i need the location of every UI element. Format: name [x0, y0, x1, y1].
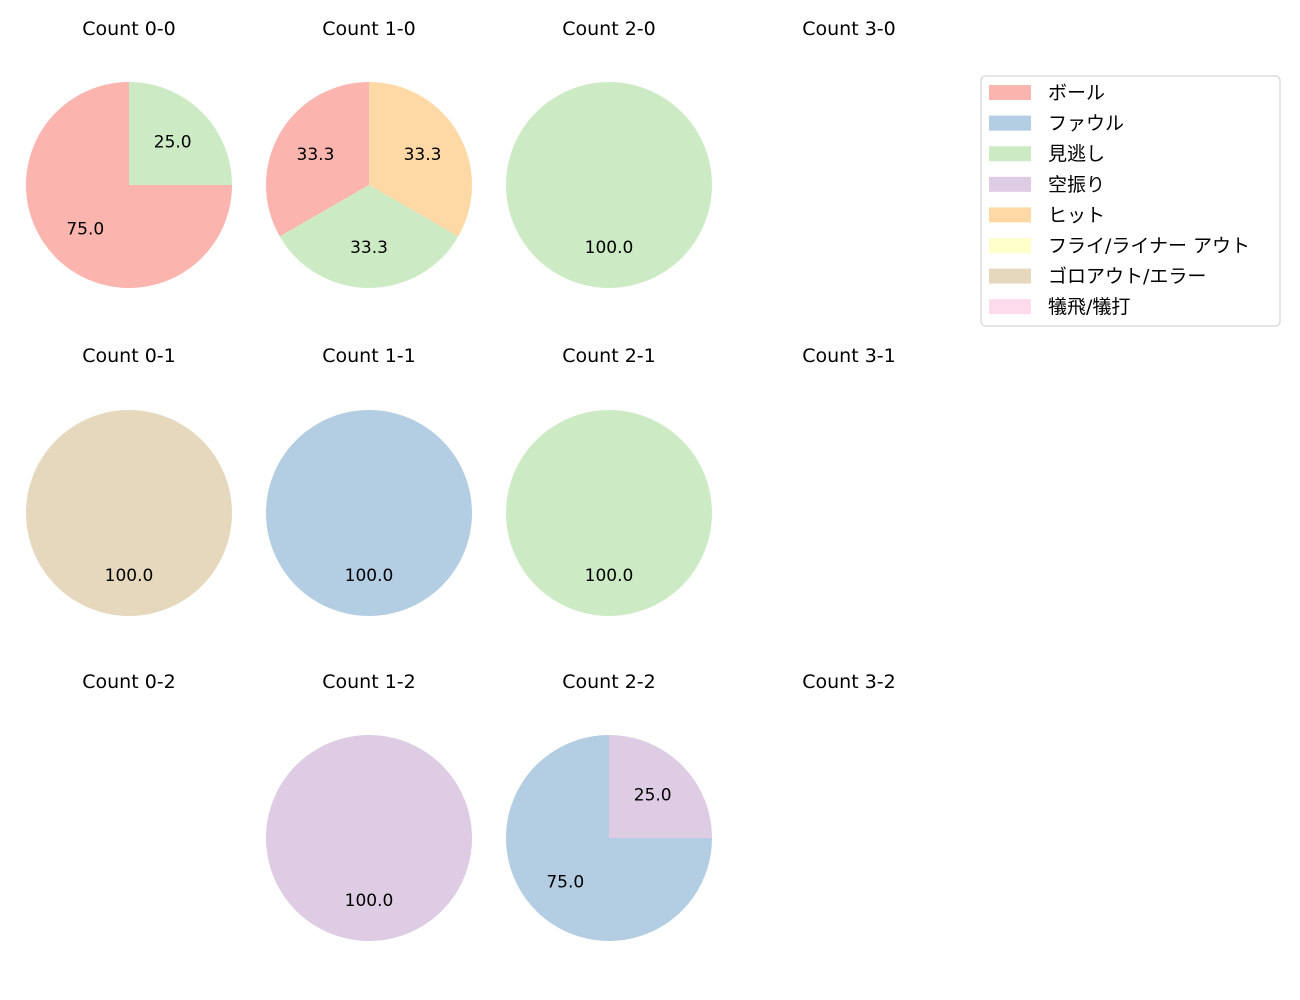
pie-slice-label: 75.0: [66, 220, 104, 240]
legend-swatch: [989, 176, 1031, 192]
pie-slice-label: 33.3: [297, 145, 335, 165]
pie-slice-label: 33.3: [404, 145, 442, 165]
pie-title: Count 2-0: [562, 18, 656, 40]
legend-entry: ヒット: [989, 204, 1105, 226]
legend-entry: ボール: [989, 82, 1105, 104]
pie-title: Count 3-1: [802, 345, 896, 367]
legend-entry: ファウル: [989, 113, 1124, 135]
pie-title: Count 3-0: [802, 18, 896, 40]
legend-label: ファウル: [1048, 113, 1124, 135]
legend-swatch: [989, 85, 1031, 100]
pie-slice-label: 100.0: [345, 566, 394, 586]
legend-frame: [980, 75, 1281, 327]
pie-slice: [506, 82, 712, 288]
legend-label: ゴロアウト/エラー: [1048, 266, 1206, 288]
legend-swatch: [989, 115, 1031, 131]
pie-slice-label: 100.0: [105, 566, 154, 586]
legend-swatch: [989, 268, 1031, 284]
pie-title: Count 0-1: [82, 345, 176, 367]
pie-chart: Count 2-2 75.0 25.0: [506, 671, 712, 941]
pie-title: Count 3-2: [802, 671, 896, 693]
pie-title: Count 1-1: [322, 345, 416, 367]
pie-slice-label: 33.3: [350, 238, 388, 258]
pie-chart: Count 2-1 100.0: [506, 345, 712, 616]
legend-swatch: [989, 207, 1031, 223]
pie-chart: Count 0-2: [82, 671, 176, 693]
pie-slice: [279, 185, 459, 288]
pie-slice-label: 25.0: [154, 132, 192, 152]
legend-swatch: [989, 238, 1031, 253]
legend-label: 見逃し: [1048, 143, 1105, 165]
pie-slice: [369, 82, 472, 237]
pie-chart: Count 1-0 33.3 33.3 33.3: [266, 18, 472, 288]
pie-title: Count 1-0: [322, 18, 416, 40]
legend-entry: 犠飛/犠打: [989, 296, 1130, 318]
legend-entry: 見逃し: [989, 143, 1105, 165]
pie-slice: [266, 82, 369, 237]
pie-title: Count 1-2: [322, 671, 416, 693]
pie-title: Count 2-2: [562, 671, 656, 693]
pie-slice: [506, 410, 712, 616]
pie-slice-label: 100.0: [345, 891, 394, 911]
legend-entry: 空振り: [989, 174, 1105, 196]
pie-chart: Count 2-0 100.0: [506, 18, 712, 288]
pie-slice-label: 100.0: [585, 238, 634, 258]
pie-slice: [129, 82, 232, 185]
legend-entry: フライ/ライナー アウト: [989, 235, 1250, 257]
legend-swatch: [989, 146, 1031, 162]
legend-label: 犠飛/犠打: [1048, 296, 1130, 318]
pie-chart: Count 1-1 100.0: [266, 345, 472, 616]
pie-title: Count 2-1: [562, 345, 656, 367]
pie-slice: [266, 410, 472, 616]
legend-label: 空振り: [1048, 174, 1105, 196]
pie-slice-label: 100.0: [585, 566, 634, 586]
pie-title: Count 0-0: [82, 18, 176, 40]
pie-chart: Count 0-1 100.0: [26, 345, 232, 616]
pie-chart: Count 0-0 75.0 25.0: [26, 18, 232, 288]
legend-entry: ゴロアウト/エラー: [989, 266, 1206, 288]
legend-label: ヒット: [1048, 204, 1105, 226]
pie-slice-label: 25.0: [634, 785, 672, 805]
legend-label: ボール: [1048, 82, 1105, 104]
legend-label: フライ/ライナー アウト: [1048, 235, 1250, 257]
pie-slice-label: 75.0: [546, 873, 584, 893]
pie-chart: Count 3-2: [802, 671, 896, 693]
pie-chart: Count 1-2 100.0: [266, 671, 472, 941]
pie-chart: Count 3-1: [802, 345, 896, 367]
legend-swatch: [989, 299, 1031, 315]
pie-title: Count 0-2: [82, 671, 176, 693]
pie-slice: [609, 735, 712, 838]
pie-slice: [266, 735, 472, 941]
pie-chart: Count 3-0: [802, 18, 896, 40]
pie-slice: [26, 410, 232, 616]
